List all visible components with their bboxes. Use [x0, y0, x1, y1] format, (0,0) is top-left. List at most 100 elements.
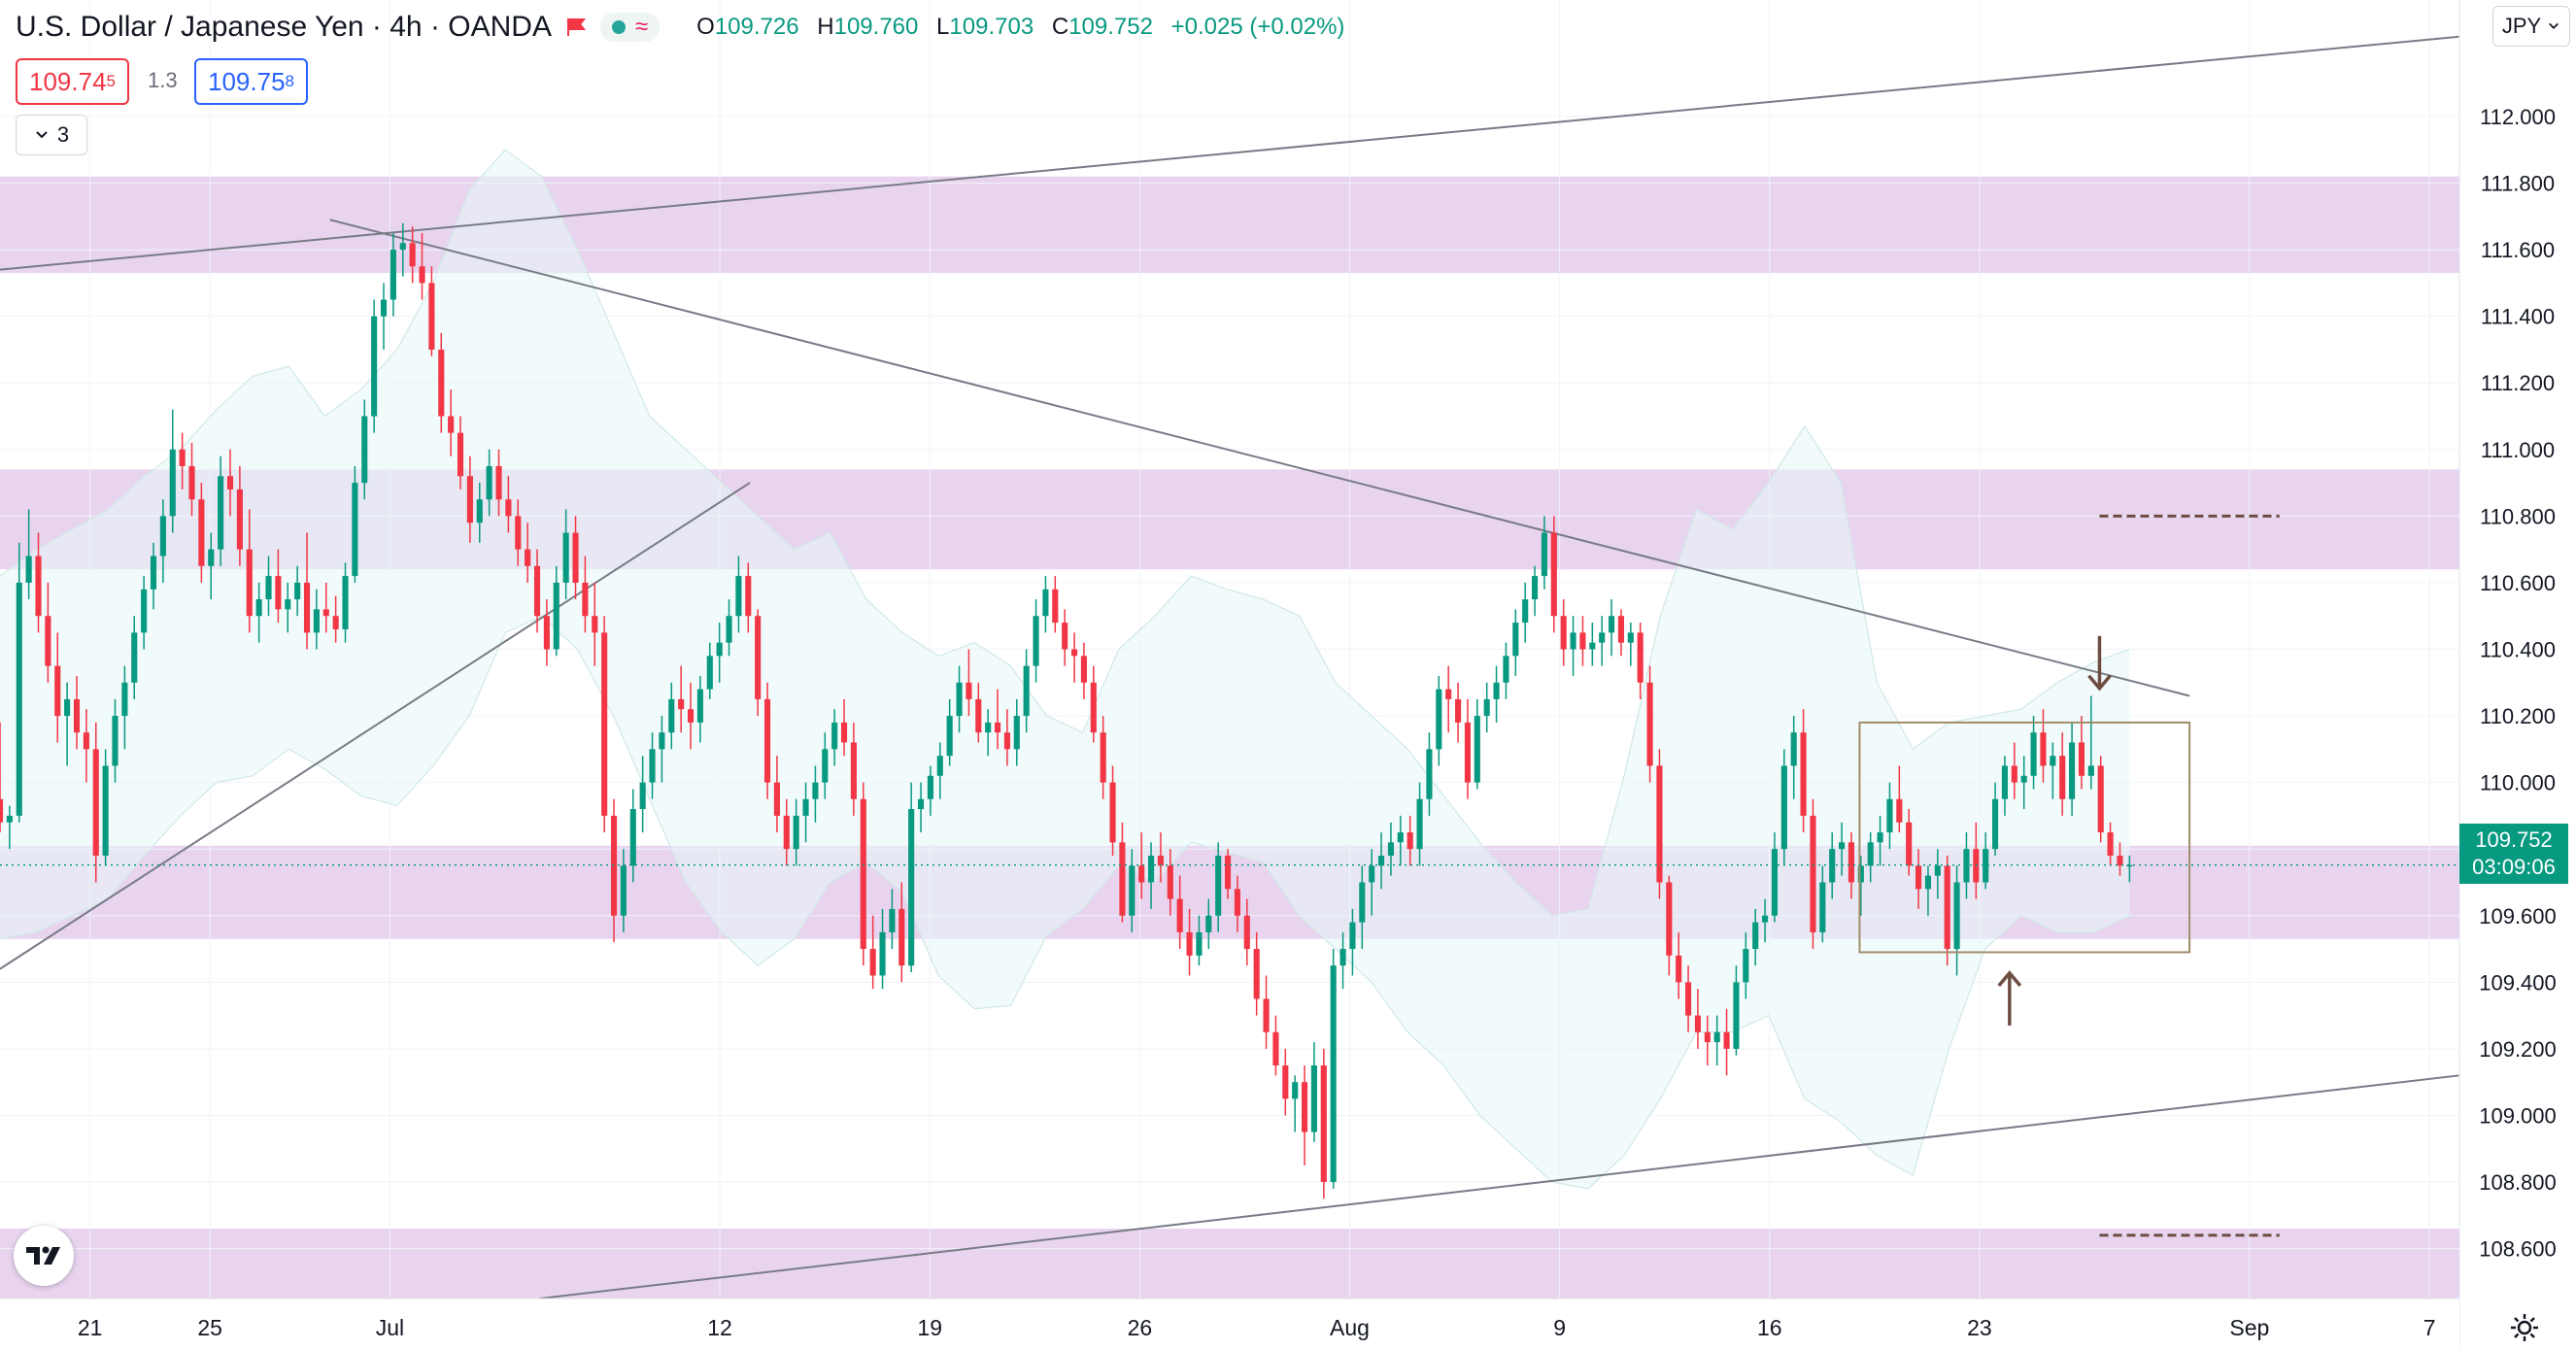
candle-body	[265, 576, 272, 600]
candle-body	[476, 499, 483, 523]
time-tick-label: 19	[917, 1315, 942, 1340]
candle-body	[696, 689, 703, 723]
buy-button[interactable]: 109.75 8	[194, 58, 308, 105]
candle-body	[1780, 765, 1787, 850]
candle-body	[313, 609, 320, 633]
annotations[interactable]	[0, 514, 2459, 1237]
candle-body	[226, 476, 234, 489]
candle-body	[1532, 576, 1539, 600]
candle-body	[1377, 856, 1385, 866]
candle-body	[706, 656, 713, 690]
candle-body	[553, 582, 559, 650]
price-tick-label: 110.600	[2480, 571, 2556, 595]
candle-body	[946, 716, 953, 757]
candle-body	[1100, 732, 1106, 783]
candle-body	[649, 749, 656, 783]
time-scale-background[interactable]	[0, 1299, 2459, 1350]
symbol-separator: ·	[371, 11, 390, 43]
time-tick-label: Aug	[1330, 1315, 1370, 1340]
price-tick-label: 108.800	[2479, 1170, 2557, 1195]
candle-body	[1723, 1031, 1730, 1049]
indicator-count: 3	[56, 122, 70, 147]
ohlc-key: O	[696, 14, 715, 40]
candle-body	[2011, 765, 2017, 783]
candle-body	[73, 698, 81, 733]
candle-body	[294, 582, 301, 600]
candle-body	[1983, 849, 1989, 883]
trendlines[interactable]	[0, 35, 2460, 1299]
candle-body	[994, 722, 1001, 733]
price-tick-label: 111.600	[2481, 238, 2555, 262]
candle-body	[1224, 856, 1232, 890]
price-tick-label: 110.200	[2480, 704, 2556, 728]
flag-icon[interactable]	[565, 17, 587, 38]
candle-body	[812, 782, 819, 799]
candle-body	[1906, 822, 1913, 866]
symbol-title[interactable]: U.S. Dollar / Japanese Yen · 4h · OANDA	[16, 11, 552, 44]
candle-body	[1541, 532, 1548, 577]
indicators-collapse-button[interactable]: 3	[16, 115, 87, 155]
time-tick-label: 25	[197, 1315, 222, 1340]
candle-body	[610, 815, 618, 916]
candle-body	[35, 556, 42, 617]
candle-body	[1062, 623, 1068, 650]
candle-body	[1599, 632, 1606, 643]
candle-body	[1953, 882, 1960, 950]
tradingview-logo-icon[interactable]	[14, 1226, 74, 1286]
candle-body	[1272, 1031, 1279, 1066]
candle-body	[1474, 716, 1480, 783]
price-scale-background[interactable]	[2459, 0, 2576, 1350]
candle-body	[1483, 698, 1490, 717]
time-tick-label: Sep	[2229, 1315, 2269, 1340]
candle-body	[1685, 982, 1692, 1016]
candle-body	[448, 416, 455, 433]
candle-body	[419, 266, 425, 284]
candle-body	[927, 775, 933, 799]
candle-body	[1550, 532, 1557, 617]
ohlc-key: C	[1051, 14, 1069, 40]
candle-body	[236, 489, 243, 550]
candle-body	[975, 698, 982, 733]
indicator-pill[interactable]: ≈	[599, 13, 661, 42]
indicator-dot-icon	[611, 20, 626, 34]
arrow-down-head	[2087, 674, 2112, 692]
sell-price-pip: 5	[106, 72, 116, 90]
candle-body	[1042, 589, 1049, 617]
candle-body	[371, 316, 378, 417]
interval-label: 4h	[390, 11, 423, 43]
candle-body	[399, 243, 406, 251]
candle-body	[1666, 882, 1673, 956]
candle-body	[1397, 832, 1404, 843]
candle-body	[2001, 765, 2009, 799]
sr-zone	[0, 176, 2459, 274]
time-tick-label: 23	[1967, 1315, 1992, 1340]
candle-body	[1915, 865, 1922, 890]
gear-icon[interactable]	[2506, 1309, 2543, 1346]
candle-body	[1147, 856, 1155, 883]
candle-body	[525, 549, 531, 566]
candle-body	[131, 632, 138, 683]
candle-body	[898, 908, 905, 966]
candle-body	[1810, 815, 1816, 932]
price-change: +0.025 (+0.02%)	[1170, 14, 1345, 40]
time-tick-label: Jul	[376, 1315, 404, 1340]
candle-body	[1310, 1065, 1317, 1132]
candle-body	[908, 809, 915, 966]
ohlc-value: 109.703	[949, 14, 1034, 40]
candle-body	[64, 698, 71, 717]
candle-body	[438, 349, 445, 417]
candle-body	[409, 243, 416, 267]
candle-body	[659, 732, 665, 750]
sell-button[interactable]: 109.74 5	[16, 58, 129, 105]
candle-body	[2020, 775, 2027, 783]
ohlc-value: 109.760	[833, 14, 919, 40]
candle-body	[322, 609, 329, 617]
candle-body	[726, 616, 732, 643]
candle-body	[1167, 865, 1173, 899]
candle-body	[2078, 742, 2085, 776]
candle-body	[763, 698, 771, 783]
currency-selector[interactable]: JPY	[2492, 6, 2570, 47]
candle-body	[2087, 765, 2094, 776]
candle-body	[1157, 856, 1164, 866]
